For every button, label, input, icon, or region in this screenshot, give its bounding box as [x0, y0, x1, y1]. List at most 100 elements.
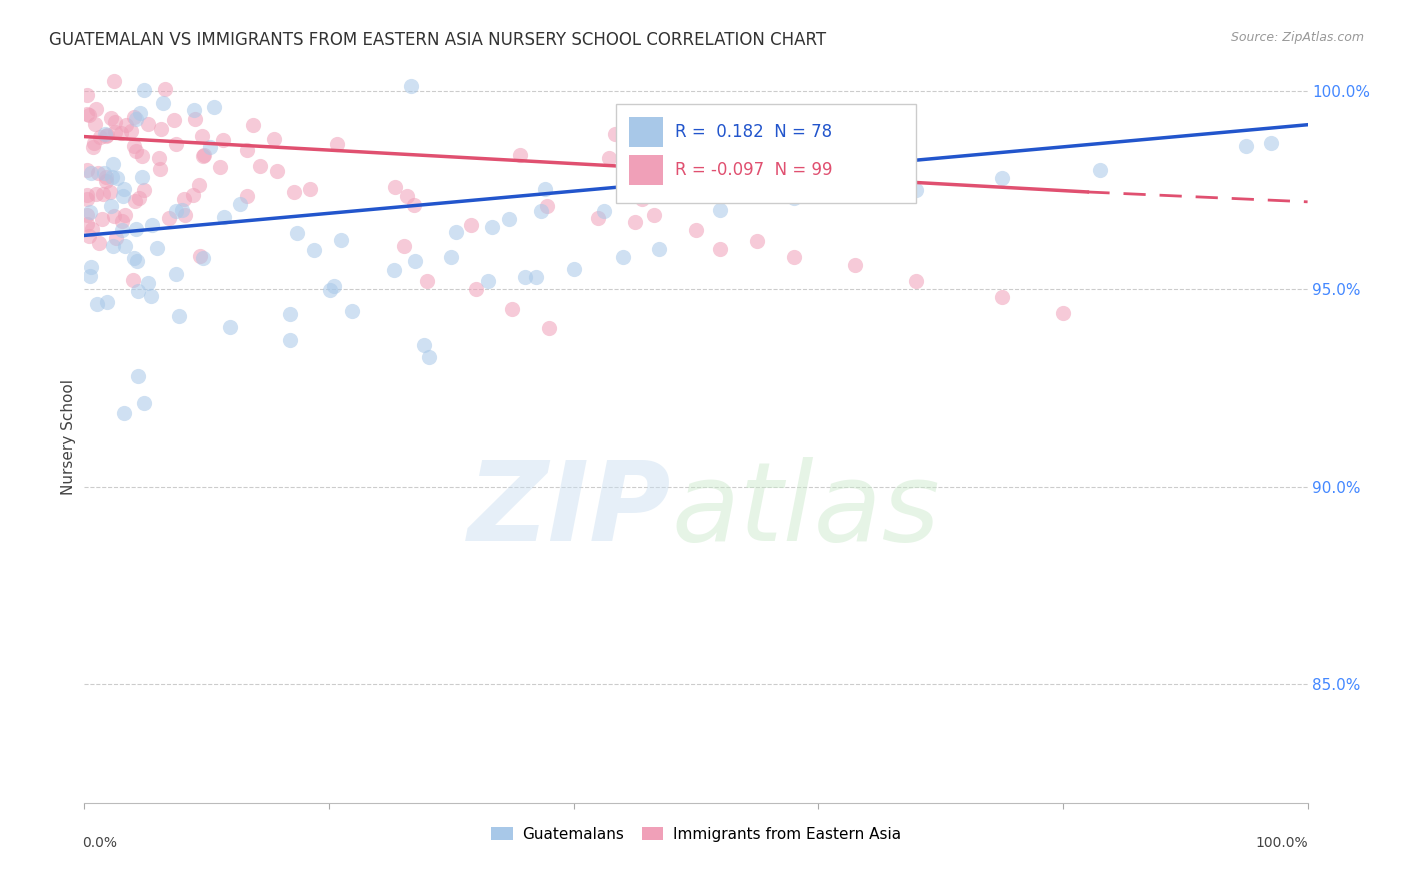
Text: atlas: atlas	[672, 457, 941, 564]
Point	[94, 128, 117, 142]
Point	[193, 251, 215, 265]
Point	[124, 139, 146, 153]
Point	[418, 351, 440, 365]
Point	[149, 121, 172, 136]
Point	[173, 208, 195, 222]
Point	[114, 118, 136, 132]
FancyBboxPatch shape	[616, 104, 917, 203]
Point	[79, 204, 101, 219]
Text: Source: ZipAtlas.com: Source: ZipAtlas.com	[1230, 31, 1364, 45]
Point	[101, 169, 124, 184]
Point	[235, 189, 257, 203]
Point	[342, 303, 364, 318]
Point	[128, 191, 150, 205]
Point	[80, 260, 103, 274]
Point	[125, 253, 148, 268]
Point	[152, 95, 174, 110]
Point	[193, 147, 215, 161]
Point	[79, 228, 101, 243]
Point	[124, 194, 146, 208]
Point	[96, 295, 118, 310]
Point	[129, 105, 152, 120]
Point	[603, 128, 626, 142]
Point	[399, 78, 422, 93]
Point	[236, 144, 259, 158]
Point	[127, 368, 149, 383]
Point	[783, 250, 806, 264]
Point	[1260, 136, 1282, 150]
Text: R = -0.097  N = 99: R = -0.097 N = 99	[675, 161, 832, 179]
Point	[991, 290, 1014, 304]
Point	[402, 197, 425, 211]
Point	[111, 214, 134, 228]
Point	[266, 164, 288, 178]
Point	[103, 157, 125, 171]
Point	[112, 406, 135, 420]
Point	[444, 225, 467, 239]
Point	[586, 211, 609, 225]
Point	[382, 263, 405, 277]
Point	[509, 148, 531, 162]
Point	[184, 112, 207, 127]
Point	[114, 209, 136, 223]
Point	[76, 187, 98, 202]
Point	[242, 118, 264, 132]
Point	[134, 183, 156, 197]
Point	[183, 103, 205, 117]
Text: GUATEMALAN VS IMMIGRANTS FROM EASTERN ASIA NURSERY SCHOOL CORRELATION CHART: GUATEMALAN VS IMMIGRANTS FROM EASTERN AS…	[49, 31, 827, 49]
Point	[91, 212, 114, 227]
Point	[612, 250, 634, 264]
Point	[139, 289, 162, 303]
Point	[136, 117, 159, 131]
Point	[302, 243, 325, 257]
Point	[76, 107, 98, 121]
Point	[84, 116, 107, 130]
Point	[87, 236, 110, 251]
Point	[191, 149, 214, 163]
Point	[104, 115, 127, 129]
Point	[100, 112, 122, 126]
Point	[181, 188, 204, 202]
Point	[513, 269, 536, 284]
Point	[477, 274, 499, 288]
Text: ZIP: ZIP	[468, 457, 672, 564]
Point	[413, 338, 436, 352]
Point	[263, 132, 285, 146]
Point	[125, 221, 148, 235]
Point	[498, 212, 520, 227]
Point	[98, 185, 121, 199]
Point	[249, 159, 271, 173]
Point	[132, 83, 155, 97]
Text: R =  0.182  N = 78: R = 0.182 N = 78	[675, 123, 832, 141]
Point	[111, 223, 134, 237]
Point	[709, 242, 731, 256]
Point	[86, 102, 108, 116]
Point	[103, 125, 125, 139]
Point	[120, 124, 142, 138]
Point	[709, 202, 731, 217]
Point	[89, 130, 111, 145]
Point	[643, 208, 665, 222]
Point	[1052, 305, 1074, 319]
Point	[188, 250, 211, 264]
Point	[96, 174, 118, 188]
Point	[404, 254, 426, 268]
Point	[112, 189, 135, 203]
Point	[149, 162, 172, 177]
Point	[198, 140, 221, 154]
Point	[131, 169, 153, 184]
Point	[283, 186, 305, 200]
Point	[322, 279, 344, 293]
Point	[76, 217, 98, 231]
Point	[163, 112, 186, 127]
Point	[533, 182, 555, 196]
Point	[77, 107, 100, 121]
Bar	[628, 154, 664, 186]
Point	[299, 182, 322, 196]
Point	[86, 297, 108, 311]
Point	[562, 262, 585, 277]
Point	[212, 133, 235, 147]
Point	[1088, 163, 1111, 178]
Point	[384, 180, 406, 194]
Point	[76, 87, 98, 102]
